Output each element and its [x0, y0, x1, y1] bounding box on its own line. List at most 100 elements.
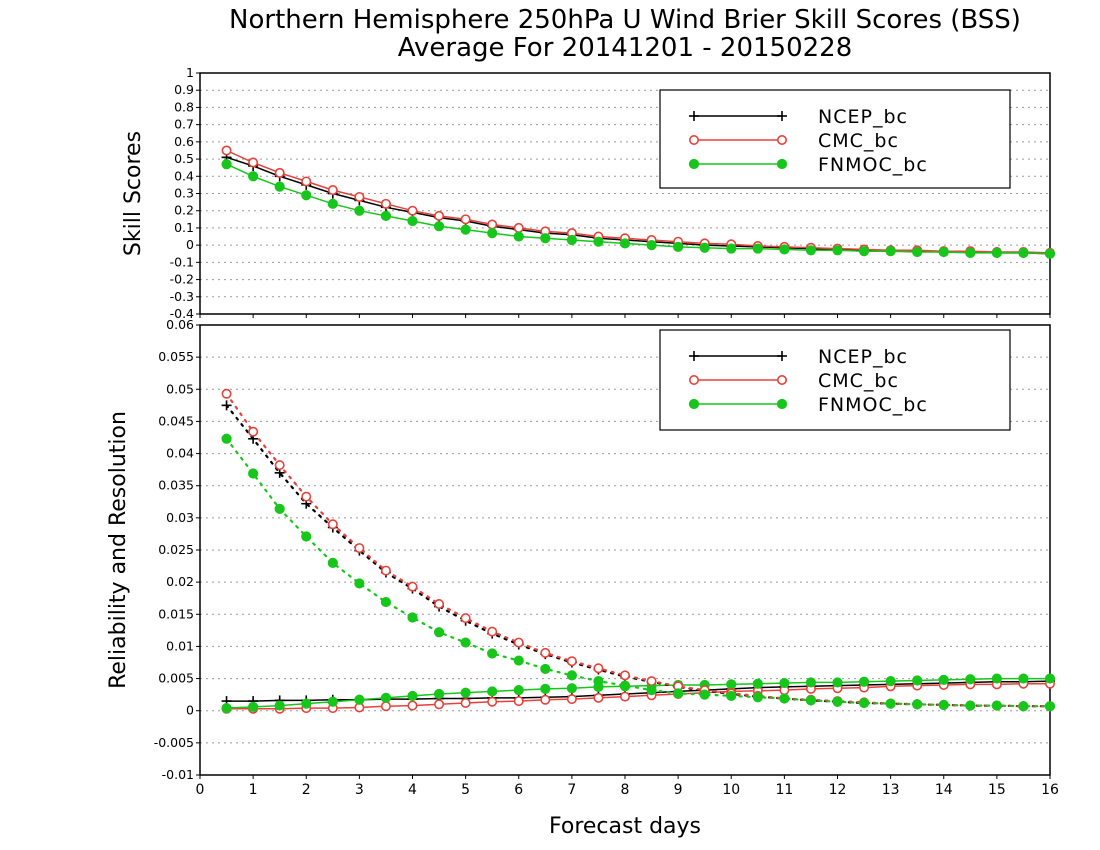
y-tick-label: 0	[186, 237, 194, 252]
data-point	[274, 700, 285, 711]
data-point	[619, 670, 630, 681]
data-point	[912, 675, 923, 686]
legend-marker	[688, 374, 699, 385]
data-point	[540, 233, 551, 244]
y-tick-label: 0.8	[174, 99, 194, 114]
data-point	[221, 159, 232, 170]
data-point	[274, 167, 285, 178]
y-tick-label: 0.7	[174, 117, 194, 132]
data-point	[380, 565, 391, 576]
data-point	[566, 670, 577, 681]
legend-marker	[776, 374, 787, 385]
legend-marker	[777, 111, 787, 121]
data-point	[407, 612, 418, 623]
legend-label: CMC_bc	[818, 370, 899, 392]
data-point	[248, 171, 259, 182]
data-point	[407, 205, 418, 216]
data-point	[354, 694, 365, 705]
data-point	[327, 696, 338, 707]
data-point	[327, 185, 338, 196]
data-point	[513, 222, 524, 233]
data-point	[380, 198, 391, 209]
legend-marker	[777, 351, 787, 361]
data-point	[965, 247, 976, 258]
data-point	[673, 241, 684, 252]
y-tick-label: 0.3	[174, 186, 194, 201]
data-point	[965, 700, 976, 711]
data-point	[593, 236, 604, 247]
data-point	[912, 699, 923, 710]
data-point	[380, 210, 392, 221]
legend-label: CMC_bc	[818, 130, 899, 152]
legend-marker	[688, 158, 700, 170]
data-point	[566, 683, 577, 694]
x-tick-label: 0	[196, 782, 205, 798]
data-point	[938, 674, 949, 685]
x-tick-label: 10	[722, 782, 740, 798]
series-line	[225, 437, 1052, 708]
data-point	[699, 242, 710, 253]
y-tick-label: 0.005	[158, 671, 194, 686]
data-point	[433, 627, 445, 638]
legend-item-CMC_bc: CMC_bc	[688, 130, 899, 152]
data-point	[619, 238, 631, 249]
y-tick-label: -0.005	[154, 735, 194, 750]
data-point	[938, 699, 949, 711]
data-point	[752, 678, 763, 689]
data-point	[433, 221, 445, 232]
data-point	[460, 697, 471, 708]
y-tick-label: 0.4	[174, 168, 194, 183]
data-point	[1044, 673, 1056, 684]
plot-frame	[199, 72, 1051, 315]
data-point	[380, 596, 392, 608]
data-point	[938, 246, 949, 258]
legend-marker	[776, 135, 787, 146]
legend-marker	[689, 111, 699, 121]
x-tick-label: 14	[935, 782, 953, 798]
y-tick-label: 0.5	[174, 151, 194, 166]
data-point	[407, 215, 418, 227]
x-tick-label: 5	[461, 782, 470, 798]
y-tick-label: 0.035	[158, 478, 194, 493]
data-point	[487, 648, 498, 659]
data-point	[301, 491, 312, 502]
data-point	[221, 145, 232, 156]
data-point	[248, 468, 259, 479]
x-tick-label: 3	[355, 782, 364, 798]
data-point	[301, 176, 312, 187]
data-point	[699, 689, 710, 700]
data-point	[327, 557, 338, 568]
x-tick-label: 8	[621, 782, 630, 798]
x-tick-label: 13	[882, 782, 900, 798]
data-point	[248, 157, 259, 168]
x-tick-label: 1	[249, 782, 258, 798]
data-point	[434, 699, 445, 710]
data-point	[566, 694, 577, 705]
y-tick-label: 0.045	[158, 413, 194, 428]
data-point	[327, 198, 338, 209]
x-tick-label: 6	[514, 782, 523, 798]
legend-item-CMC_bc: CMC_bc	[688, 370, 899, 392]
y-axis-label: Reliability and Resolution	[106, 411, 131, 689]
y-tick-label: 0	[186, 703, 194, 718]
y-tick-label: -0.3	[170, 289, 194, 304]
data-point	[327, 519, 338, 530]
x-tick-label: 2	[302, 782, 311, 798]
y-tick-label: 0.1	[174, 220, 194, 235]
data-point	[221, 400, 232, 411]
data-point	[858, 676, 870, 687]
data-point	[566, 234, 577, 246]
data-point	[354, 191, 365, 202]
data-point	[832, 245, 843, 256]
data-point	[513, 231, 524, 242]
legend-marker	[776, 398, 788, 410]
data-point	[1018, 247, 1029, 258]
data-point	[646, 685, 657, 696]
data-point	[354, 578, 365, 589]
data-point	[460, 613, 471, 624]
y-tick-label: 0.015	[158, 606, 194, 621]
data-point	[248, 701, 259, 712]
legend-label: FNMOC_bc	[818, 394, 928, 416]
legend-label: FNMOC_bc	[818, 154, 928, 176]
